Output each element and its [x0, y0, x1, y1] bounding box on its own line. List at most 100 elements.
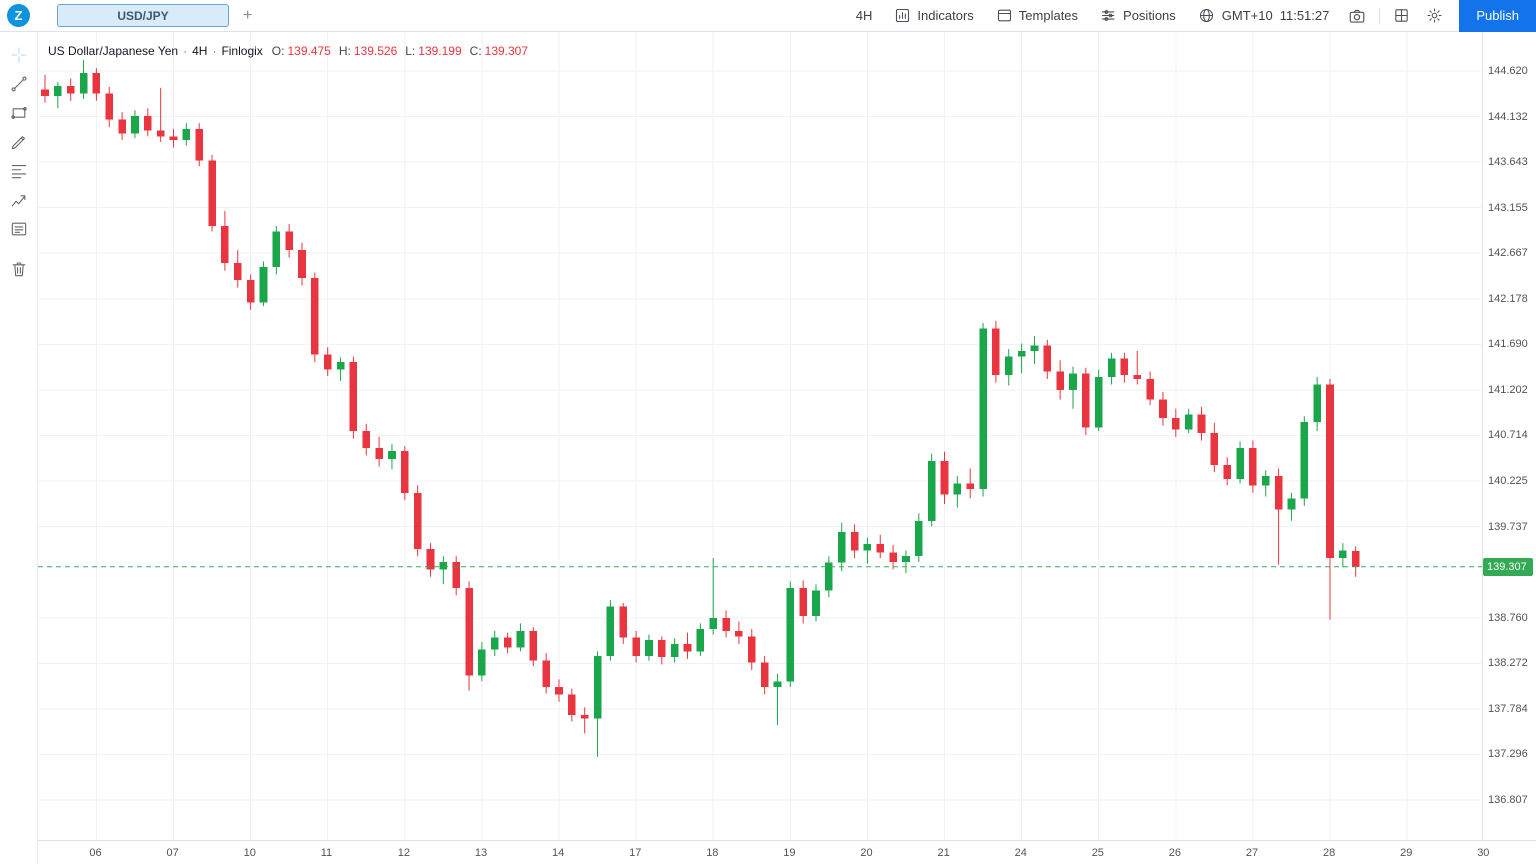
time-axis-label: 14 [552, 847, 565, 859]
price-tick-label: 144.132 [1488, 110, 1528, 123]
grid [38, 32, 1482, 840]
drawing-toolbar [0, 32, 38, 864]
ohlc-open-label: O: [271, 44, 285, 58]
time-axis-label: 19 [783, 847, 796, 859]
candlestick-chart[interactable] [38, 32, 1482, 840]
time-axis-label: 20 [860, 847, 873, 859]
current-price-badge: 139.307 [1483, 557, 1533, 576]
time-axis-label: 28 [1323, 847, 1336, 859]
time-axis-label: 17 [629, 847, 642, 859]
legend-separator: · [212, 44, 217, 58]
ohlc-high-value: 139.526 [353, 44, 398, 58]
rectangle-icon [10, 107, 27, 119]
price-tick-label: 142.178 [1488, 292, 1528, 305]
positions-label: Positions [1123, 8, 1176, 23]
price-tick-label: 138.272 [1488, 657, 1528, 670]
price-tick-label: 143.643 [1488, 156, 1528, 169]
add-tab-button[interactable]: + [243, 6, 253, 24]
legend-symbol-title: US Dollar/Japanese Yen [48, 44, 179, 58]
templates-label: Templates [1018, 8, 1079, 23]
forecast-tool-button[interactable] [5, 186, 33, 214]
rectangle-tool-button[interactable] [5, 99, 33, 127]
time-axis-label: 30 [1477, 847, 1490, 859]
chart-legend: US Dollar/Japanese Yen · 4H · Finlogix O… [48, 44, 536, 58]
time-axis-label: 12 [397, 847, 411, 859]
time-axis-label: 11 [320, 847, 333, 859]
timeframe-label: 4H [855, 8, 873, 23]
fib-lines-icon [11, 165, 26, 179]
screenshot-button[interactable] [1340, 0, 1374, 31]
trendline-tool-button[interactable] [5, 70, 33, 98]
layout-button[interactable] [1385, 0, 1418, 31]
layout-grid-icon [1395, 9, 1409, 22]
price-tick-label: 138.760 [1488, 611, 1528, 624]
time-axis-label: 13 [474, 847, 488, 859]
notes-tool-button[interactable] [5, 215, 33, 243]
legend-separator: · [183, 44, 188, 58]
camera-icon [1350, 9, 1365, 23]
indicators-label: Indicators [917, 8, 974, 23]
brush-tool-button[interactable] [5, 128, 33, 156]
legend-ohlc: O: 139.475 H: 139.526 L: 139.199 C: 139.… [272, 44, 536, 58]
ohlc-close-value: 139.307 [484, 44, 529, 58]
positions-icon [1101, 10, 1115, 21]
price-tick-label: 137.784 [1488, 702, 1528, 715]
timezone-clock-button[interactable]: GMT+10 11:51:27 [1187, 0, 1341, 31]
ohlc-close-label: C: [469, 44, 482, 58]
time-axis-label: 27 [1245, 847, 1259, 859]
ohlc-open-value: 139.475 [287, 44, 331, 58]
candles [41, 59, 1360, 757]
toolbar-divider [1379, 8, 1381, 23]
time-axis-label: 10 [243, 847, 256, 859]
legend-timeframe: 4H [192, 44, 208, 58]
brush-icon [11, 136, 25, 150]
trendline-icon [11, 76, 26, 92]
app-logo[interactable]: Z [7, 4, 30, 27]
fib-lines-tool-button[interactable] [5, 157, 33, 185]
notes-icon [11, 222, 26, 236]
price-tick-label: 141.202 [1488, 383, 1528, 396]
forecast-chart-icon [11, 195, 25, 207]
time-axis-label: 21 [937, 847, 950, 859]
timeframe-button[interactable]: 4H [845, 0, 884, 31]
trash-icon [12, 262, 25, 277]
time-axis-label: 25 [1091, 847, 1104, 859]
indicators-icon [896, 8, 910, 23]
crosshair-icon [10, 47, 27, 63]
legend-source: Finlogix [221, 44, 263, 58]
remove-drawings-button[interactable] [5, 255, 33, 283]
time-axis-label: 24 [1014, 847, 1027, 859]
price-axis[interactable]: 144.620 144.132 143.643 143.155 142.667 142.1… [1482, 32, 1536, 840]
top-bar: Z USD/JPY + 4H Indicators Templates Posi… [0, 0, 1536, 32]
time-axis-label: 26 [1168, 847, 1182, 859]
price-tick-label: 142.667 [1488, 247, 1528, 260]
price-tick-label: 140.225 [1488, 475, 1528, 488]
time-axis-label: 29 [1400, 847, 1413, 859]
ohlc-low-value: 139.199 [418, 44, 462, 58]
price-tick-label: 137.296 [1488, 748, 1528, 761]
price-tick-label: 141.690 [1488, 338, 1528, 351]
price-tick-label: 136.807 [1488, 794, 1528, 807]
globe-icon [1199, 8, 1213, 23]
symbol-tab-usdjpy[interactable]: USD/JPY [57, 4, 229, 27]
settings-button[interactable] [1418, 0, 1451, 31]
timezone-label: GMT+10 [1221, 8, 1273, 23]
chart-area[interactable]: US Dollar/Japanese Yen · 4H · Finlogix O… [38, 32, 1536, 864]
symbol-tab-label: USD/JPY [117, 8, 169, 23]
positions-button[interactable]: Positions [1089, 0, 1187, 31]
price-tick-label: 140.714 [1488, 429, 1528, 442]
indicators-button[interactable]: Indicators [883, 0, 984, 31]
crosshair-tool-button[interactable] [5, 41, 33, 69]
time-axis-label: 06 [89, 847, 102, 859]
time-axis-label: 18 [706, 847, 719, 859]
price-tick-label: 143.155 [1488, 201, 1528, 214]
ohlc-high-label: H: [338, 44, 351, 58]
ohlc-low-label: L: [405, 44, 416, 58]
publish-button[interactable]: Publish [1459, 0, 1536, 32]
time-axis[interactable]: 06 07 10 11 12 13 14 17 18 19 20 21 24 25 26 27 28 29 30 [38, 840, 1536, 864]
templates-button[interactable]: Templates [985, 0, 1089, 31]
price-tick-label: 144.620 [1488, 65, 1528, 77]
templates-icon [997, 9, 1011, 22]
time-axis-label: 07 [166, 847, 179, 859]
price-tick-label: 139.737 [1488, 520, 1528, 533]
